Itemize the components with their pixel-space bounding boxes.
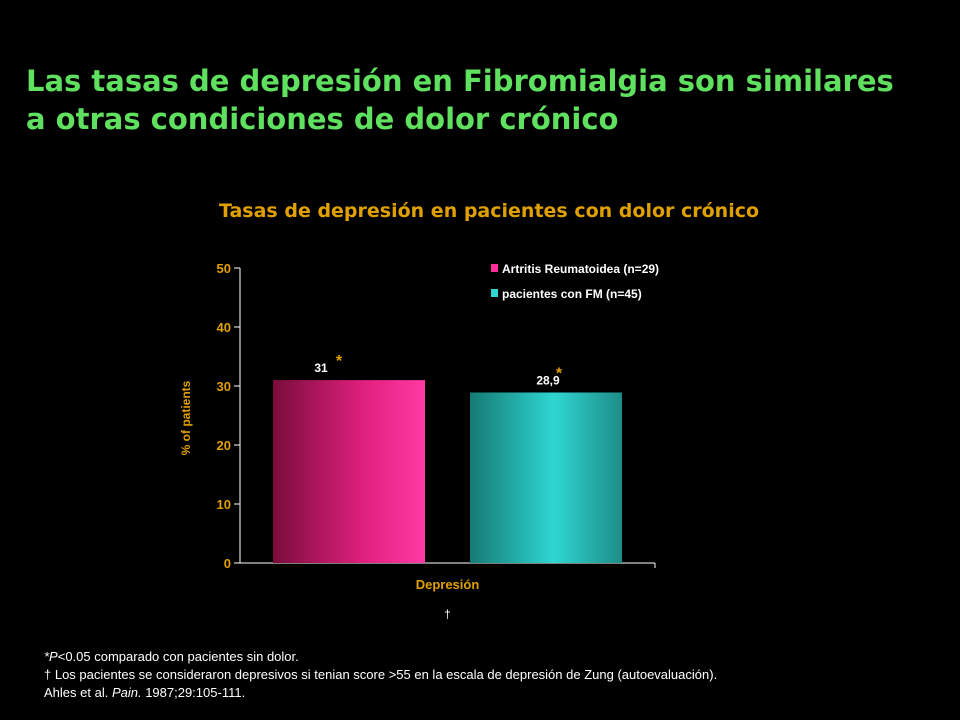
legend-label: pacientes con FM (n=45): [502, 287, 642, 301]
bar-value-label: 28,9: [536, 373, 560, 387]
footnote-significance: *P<0.05 comparado con pacientes sin dolo…: [44, 649, 299, 664]
y-axis-label: % of patients: [179, 380, 193, 455]
y-tick-label: 30: [217, 379, 231, 394]
footnote-reference: Ahles et al. Pain. 1987;29:105-111.: [44, 685, 246, 700]
significance-star: *: [336, 353, 343, 370]
chart-title: Tasas de depresión en pacientes con dolo…: [218, 200, 760, 222]
y-tick-label: 20: [217, 438, 231, 453]
y-tick-label: 0: [224, 556, 231, 571]
significance-star: *: [556, 365, 563, 382]
dagger-marker: †: [444, 607, 451, 621]
bar-ra: [273, 380, 425, 563]
y-tick-label: 40: [217, 320, 231, 335]
legend-label: Artritis Reumatoidea (n=29): [502, 262, 659, 276]
footnote-definition: † Los pacientes se consideraron depresiv…: [44, 667, 718, 682]
bar-fm: [470, 392, 622, 563]
footnotes: *P<0.05 comparado con pacientes sin dolo…: [44, 648, 944, 702]
legend-swatch: [491, 289, 498, 297]
legend-swatch: [491, 264, 498, 272]
slide-title-line2: a otras condiciones de dolor crónico: [26, 102, 619, 136]
y-tick-label: 10: [217, 497, 231, 512]
slide-title-line1: Las tasas de depresión en Fibromialgia s…: [26, 64, 894, 98]
bar-value-label: 31: [314, 361, 328, 375]
y-tick-label: 50: [217, 261, 231, 276]
x-category-label: Depresión: [416, 577, 480, 592]
slide-title: Las tasas de depresión en Fibromialgia s…: [26, 62, 956, 138]
